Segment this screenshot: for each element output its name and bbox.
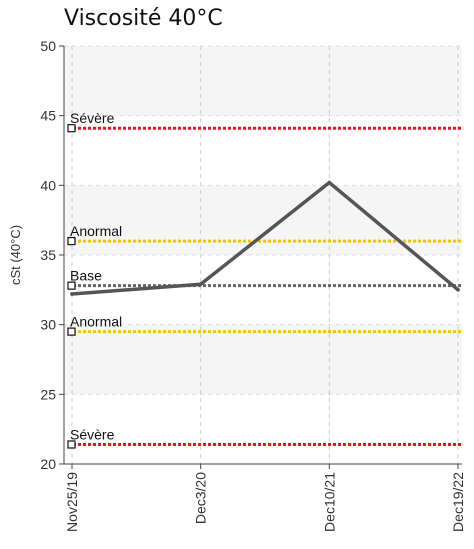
threshold-label: Anormal (70, 223, 122, 239)
threshold-label: Sévère (70, 426, 115, 442)
y-tick-label: 40 (40, 177, 56, 193)
y-tick-label: 35 (40, 247, 56, 263)
plot-band (64, 46, 462, 116)
y-tick-label: 20 (40, 456, 56, 472)
y-tick-label: 25 (40, 386, 56, 402)
y-tick-label: 50 (40, 38, 56, 54)
x-tick-label: Dec10/21 (321, 472, 337, 532)
series-line (70, 180, 460, 296)
plot-band (64, 394, 462, 464)
threshold-marker (67, 124, 76, 133)
threshold-marker (67, 440, 76, 449)
x-tick-label: Dec19/22 (450, 472, 466, 532)
threshold-marker (67, 281, 76, 290)
data-point (327, 180, 332, 185)
threshold-label: Sévère (70, 110, 115, 126)
y-tick-label: 45 (40, 108, 56, 124)
y-tick-label: 30 (40, 317, 56, 333)
x-tick-label: Nov25/19 (64, 472, 80, 532)
threshold-marker (67, 236, 76, 246)
data-point (456, 288, 460, 292)
chart-title: Viscosité 40°C (64, 6, 223, 31)
threshold-label: Anormal (70, 314, 122, 330)
plot-band (64, 324, 462, 395)
threshold-marker (67, 327, 76, 336)
plot-band (64, 185, 462, 255)
data-point (198, 282, 203, 287)
data-point (70, 292, 74, 296)
y-axis-label: cSt (40°C) (8, 225, 23, 285)
threshold-label: Base (70, 268, 102, 284)
plot-band (64, 115, 462, 186)
x-tick-label: Dec3/20 (193, 472, 209, 524)
